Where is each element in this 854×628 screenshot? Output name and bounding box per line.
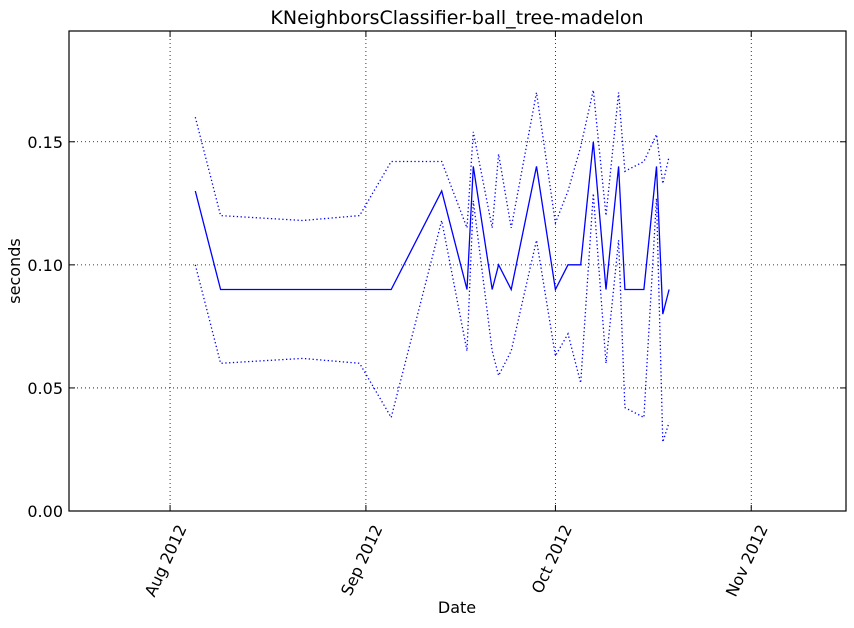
series-line-mean <box>194 141 670 315</box>
series-group <box>194 89 670 443</box>
x-axis-label: Date <box>438 598 476 617</box>
chart-title: KNeighborsClassifier-ball_tree-madelon <box>270 7 643 29</box>
y-tick-label: 0.00 <box>27 502 63 521</box>
y-tick-label: 0.05 <box>27 379 63 398</box>
y-axis-label: seconds <box>5 238 24 303</box>
plot-frame <box>68 30 847 512</box>
y-tick-label: 0.10 <box>27 256 63 275</box>
y-tick-label: 0.15 <box>27 133 63 152</box>
